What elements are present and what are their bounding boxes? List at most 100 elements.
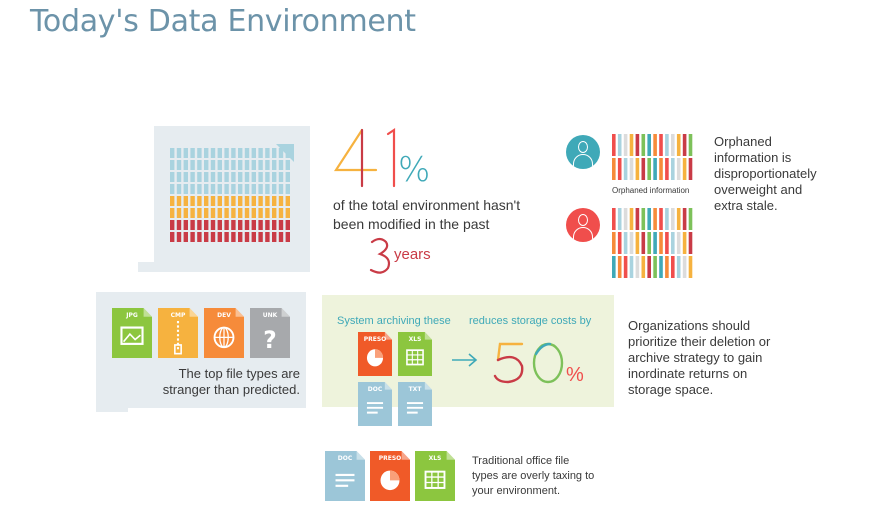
orphaned-bar (641, 208, 646, 230)
storage-bar (170, 220, 175, 230)
orphaned-bar (682, 134, 687, 156)
orphaned-bars-bottom (612, 208, 693, 278)
storage-bar (265, 208, 270, 218)
storage-bar (272, 160, 277, 170)
storage-bar (251, 172, 256, 182)
stat-3-number (369, 237, 391, 274)
storage-bar (278, 184, 284, 194)
orphaned-bar (676, 208, 681, 230)
stat-years-word: years (394, 246, 431, 263)
storage-bar (251, 220, 256, 230)
storage-bar (217, 196, 222, 206)
file-icon-preso: PRESO (358, 332, 392, 376)
storage-bar (272, 148, 277, 158)
storage-bar (231, 172, 236, 182)
file-type-label: PRESO (378, 455, 402, 462)
spreadsheet-icon (415, 451, 455, 501)
storage-bar (176, 172, 182, 182)
storage-bar (210, 208, 216, 218)
orphaned-bar (665, 256, 669, 278)
text-lines-icon (325, 451, 365, 501)
storage-bar (170, 196, 175, 206)
storage-bar (183, 208, 188, 218)
storage-bar (204, 160, 209, 170)
storage-bar (258, 148, 263, 158)
storage-bar (210, 220, 216, 230)
storage-bar (251, 148, 256, 158)
pie-icon (358, 332, 392, 376)
storage-bar (217, 160, 222, 170)
orphaned-caption: Orphaned information is disproportionate… (714, 134, 817, 213)
orphaned-bar (688, 208, 693, 230)
storage-bar (170, 172, 175, 182)
storage-bar (238, 196, 243, 206)
storage-bar (190, 208, 195, 218)
orphaned-bar (647, 256, 651, 278)
storage-bar (197, 184, 202, 194)
storage-bar (272, 184, 277, 194)
storage-bar (217, 208, 222, 218)
storage-bar (244, 172, 250, 182)
orphaned-bar (688, 158, 693, 180)
storage-bar (210, 148, 216, 158)
orphaned-bar (612, 134, 616, 156)
panel-tab (138, 262, 156, 272)
orphaned-bar (659, 256, 663, 278)
file-type-label: DEV (217, 312, 231, 319)
storage-bar (217, 184, 222, 194)
storage-bar-grid (170, 144, 294, 242)
orphaned-bar (671, 208, 675, 230)
storage-bar (224, 196, 229, 206)
storage-bar (183, 220, 188, 230)
file-type-label: TXT (408, 386, 422, 393)
storage-bar (238, 232, 243, 242)
orphaned-bar (659, 232, 663, 254)
storage-bar (258, 208, 263, 218)
file-type-label: XLS (428, 455, 442, 462)
orphaned-bar (653, 232, 657, 254)
storage-bar (217, 220, 222, 230)
storage-bar (238, 220, 243, 230)
file-type-label: UNK (262, 312, 278, 319)
file-type-label: PRESO (363, 336, 387, 343)
file-type-label: DOC (367, 386, 383, 393)
storage-bar (224, 232, 229, 242)
orphaned-bar (635, 158, 640, 180)
storage-bar (272, 220, 277, 230)
orphaned-bar (635, 256, 640, 278)
storage-bar (217, 172, 222, 182)
orphaned-bar (659, 158, 663, 180)
storage-bar (183, 184, 188, 194)
storage-bar (278, 208, 284, 218)
orphaned-bar (612, 158, 616, 180)
orphaned-bar (623, 158, 628, 180)
storage-bar (278, 196, 284, 206)
storage-bar (176, 160, 182, 170)
orphaned-bar (635, 232, 640, 254)
storage-bar (204, 220, 209, 230)
storage-bar (190, 160, 195, 170)
file-icon-doc: DOC (325, 451, 365, 501)
orphaned-bar (653, 208, 657, 230)
storage-bar (231, 220, 236, 230)
office-caption: Traditional office file types are overly… (472, 454, 622, 499)
orphaned-bar (617, 208, 622, 230)
storage-bar (224, 220, 229, 230)
orphaned-bar (676, 158, 681, 180)
orphaned-bar (629, 208, 634, 230)
storage-bar (197, 148, 202, 158)
orphaned-bar (647, 134, 651, 156)
stat-50-percent: % (566, 364, 584, 386)
file-type-label: JPG (126, 312, 138, 319)
page-title: Today's Data Environment (30, 4, 416, 39)
globe-icon (204, 308, 244, 358)
orphaned-bar (682, 158, 687, 180)
orphaned-bar (641, 134, 646, 156)
stat-41-percent: % (398, 150, 431, 190)
storage-bar (183, 172, 188, 182)
storage-bar (217, 232, 222, 242)
orphaned-bar (647, 208, 651, 230)
orphaned-bar (635, 134, 640, 156)
zipper-icon (158, 308, 198, 358)
storage-bar (231, 208, 236, 218)
